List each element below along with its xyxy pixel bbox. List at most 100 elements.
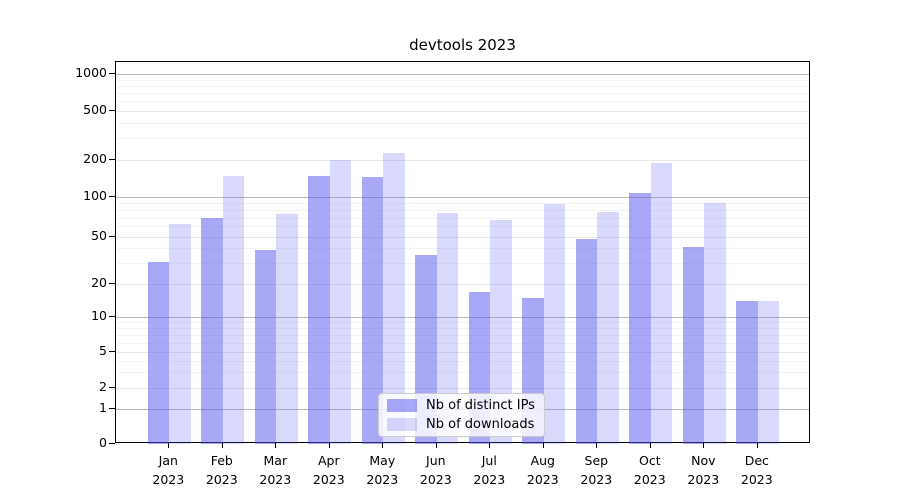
bar-nb-of-downloads-nov bbox=[704, 203, 726, 444]
legend-label: Nb of distinct IPs bbox=[426, 397, 535, 413]
y-tick-label-100: 100 bbox=[83, 188, 107, 203]
y-tick-mark bbox=[109, 351, 115, 353]
gridline-300 bbox=[116, 138, 809, 140]
gridline-600 bbox=[116, 101, 809, 103]
bar-nb-of-downloads-sep bbox=[597, 212, 619, 444]
x-tick-label-mar: Mar 2023 bbox=[259, 453, 292, 487]
y-tick-label-5: 5 bbox=[99, 343, 107, 358]
bar-nb-of-downloads-oct bbox=[650, 162, 673, 444]
gridline-6 bbox=[116, 342, 809, 344]
y-tick-label-1: 1 bbox=[99, 400, 107, 415]
y-tick-mark bbox=[109, 236, 115, 238]
gridline-9 bbox=[116, 322, 809, 324]
bar-nb-of-downloads-aug bbox=[543, 204, 566, 444]
bar-nb-of-distinct-ips-apr bbox=[308, 176, 330, 444]
y-tick-label-500: 500 bbox=[83, 102, 107, 117]
y-tick-mark bbox=[109, 316, 115, 318]
bar-nb-of-downloads-apr bbox=[329, 160, 352, 444]
x-tick-label-jun: Jun 2023 bbox=[419, 453, 452, 487]
legend-item-downloads: Nb of downloads bbox=[387, 417, 536, 433]
gridline-30 bbox=[116, 263, 809, 265]
gridline-90 bbox=[116, 203, 809, 205]
gridline-7 bbox=[116, 335, 809, 336]
bar-nb-of-distinct-ips-sep bbox=[575, 239, 598, 444]
gridline-800 bbox=[116, 85, 809, 87]
gridline-4 bbox=[116, 360, 809, 362]
gridline-900 bbox=[116, 79, 809, 81]
x-tick-mark bbox=[542, 443, 544, 448]
x-tick-mark bbox=[489, 443, 491, 448]
y-tick-label-1000: 1000 bbox=[75, 65, 107, 80]
y-tick-mark bbox=[109, 283, 115, 285]
y-tick-label-10: 10 bbox=[91, 308, 107, 323]
bar-nb-of-downloads-jan bbox=[169, 223, 191, 444]
y-tick-mark bbox=[109, 159, 115, 161]
x-tick-label-jan: Jan 2023 bbox=[152, 453, 185, 487]
bar-nb-of-downloads-jun bbox=[436, 212, 459, 444]
y-tick-mark bbox=[109, 408, 115, 410]
y-tick-mark bbox=[109, 196, 115, 198]
y-tick-label-2: 2 bbox=[99, 379, 107, 394]
x-tick-mark bbox=[221, 443, 223, 448]
gridline-60 bbox=[116, 226, 809, 228]
legend-item-distinct-ips: Nb of distinct IPs bbox=[387, 398, 536, 414]
gridline-5 bbox=[116, 352, 809, 353]
bar-nb-of-distinct-ips-mar bbox=[254, 249, 277, 444]
x-tick-label-may: May 2023 bbox=[366, 453, 399, 487]
x-tick-mark bbox=[328, 443, 330, 448]
x-tick-mark bbox=[168, 443, 170, 448]
y-tick-label-50: 50 bbox=[91, 228, 107, 243]
x-tick-label-sep: Sep 2023 bbox=[580, 453, 613, 487]
gridline-40 bbox=[116, 248, 809, 250]
gridline-80 bbox=[116, 209, 809, 211]
legend-swatch-distinct-ips bbox=[387, 399, 417, 412]
legend-swatch-downloads bbox=[387, 418, 417, 431]
bar-nb-of-distinct-ips-oct bbox=[629, 193, 651, 444]
bar-nb-of-downloads-feb bbox=[222, 176, 245, 444]
x-tick-label-nov: Nov 2023 bbox=[687, 453, 720, 487]
bar-nb-of-downloads-dec bbox=[757, 300, 780, 444]
legend-label: Nb of downloads bbox=[426, 416, 535, 432]
y-tick-mark bbox=[109, 387, 115, 389]
bar-nb-of-distinct-ips-dec bbox=[736, 300, 758, 444]
x-tick-mark bbox=[275, 443, 277, 448]
gridline-8 bbox=[116, 328, 809, 330]
x-tick-mark bbox=[703, 443, 705, 448]
x-tick-label-aug: Aug 2023 bbox=[526, 453, 559, 487]
x-tick-label-jul: Jul 2023 bbox=[473, 453, 506, 487]
x-tick-label-dec: Dec 2023 bbox=[740, 453, 773, 487]
gridline-700 bbox=[116, 93, 809, 95]
bar-nb-of-downloads-mar bbox=[276, 214, 298, 444]
gridline-20 bbox=[116, 284, 809, 285]
gridline-500 bbox=[116, 111, 809, 112]
x-tick-mark bbox=[382, 443, 384, 448]
bar-nb-of-distinct-ips-feb bbox=[201, 217, 223, 444]
y-tick-mark bbox=[109, 443, 115, 445]
gridline-50 bbox=[116, 237, 809, 238]
gridline-2 bbox=[116, 388, 809, 389]
x-tick-mark bbox=[649, 443, 651, 448]
bar-nb-of-distinct-ips-nov bbox=[682, 247, 705, 444]
gridline-400 bbox=[116, 122, 809, 124]
x-tick-label-feb: Feb 2023 bbox=[205, 453, 238, 487]
gridline-70 bbox=[116, 217, 809, 219]
y-tick-label-0: 0 bbox=[99, 435, 107, 450]
chart-title: devtools 2023 bbox=[409, 36, 516, 54]
gridline-3 bbox=[116, 372, 809, 374]
bar-nb-of-distinct-ips-jan bbox=[147, 261, 170, 444]
gridline-200 bbox=[116, 160, 809, 161]
plot-area bbox=[115, 61, 810, 444]
legend: Nb of distinct IPs Nb of downloads bbox=[378, 393, 545, 437]
x-tick-mark bbox=[596, 443, 598, 448]
bar-nb-of-downloads-jul bbox=[490, 220, 512, 444]
x-tick-label-apr: Apr 2023 bbox=[312, 453, 345, 487]
x-tick-label-oct: Oct 2023 bbox=[633, 453, 666, 487]
y-tick-label-20: 20 bbox=[91, 275, 107, 290]
bar-nb-of-distinct-ips-may bbox=[361, 176, 384, 444]
gridline-1000 bbox=[116, 74, 809, 75]
x-tick-mark bbox=[435, 443, 437, 448]
y-tick-mark bbox=[109, 110, 115, 112]
gridline-100 bbox=[116, 197, 809, 198]
y-tick-mark bbox=[109, 73, 115, 75]
